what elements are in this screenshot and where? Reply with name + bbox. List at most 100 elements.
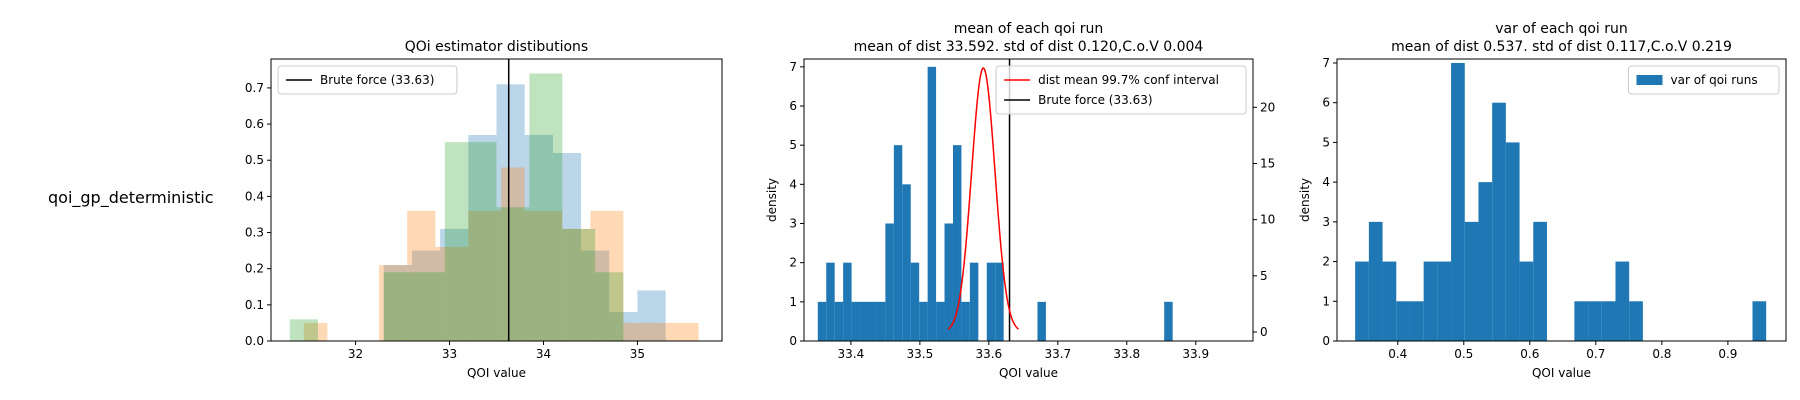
- chart-subtitle: mean of dist 33.592. std of dist 0.120,C…: [854, 39, 1204, 55]
- y-tick-label: 0: [789, 334, 797, 348]
- legend-box: [1628, 65, 1780, 95]
- x-axis-label: QOI value: [1532, 366, 1591, 380]
- histogram-bar: [529, 73, 563, 341]
- histogram-bar: [595, 272, 624, 341]
- y-tick-label: 0.1: [245, 298, 264, 312]
- legend-box: [277, 65, 458, 95]
- y-tick-label: 1: [789, 295, 797, 309]
- histogram-bar: [986, 262, 996, 341]
- y-tick-label: 0.5: [245, 153, 264, 167]
- histogram-bar: [1752, 301, 1767, 341]
- histogram-bar: [562, 228, 591, 341]
- histogram-bar: [379, 265, 408, 341]
- x-tick-label: 0.4: [1388, 347, 1407, 361]
- histogram-bar: [407, 210, 436, 341]
- histogram-bar: [893, 145, 903, 341]
- histogram-bar: [851, 301, 861, 341]
- legend-label: Brute force (33.63): [1038, 93, 1152, 107]
- histogram-bar: [468, 210, 502, 341]
- histogram-bar: [501, 167, 525, 341]
- y-axis-label: density: [765, 178, 779, 222]
- y-tick-label: 6: [1322, 96, 1330, 110]
- histogram-bar: [637, 290, 666, 341]
- histogram-bar: [817, 301, 827, 341]
- y2-tick-label: 15: [1260, 156, 1275, 170]
- x-tick-label: 35: [630, 347, 645, 361]
- histogram-bar: [524, 134, 553, 341]
- histogram-bar: [1037, 301, 1046, 341]
- y2-tick-label: 10: [1260, 213, 1275, 227]
- histogram-bar: [1505, 142, 1520, 341]
- x-axis-label: QOI value: [467, 366, 526, 380]
- histogram-bar: [1519, 261, 1534, 341]
- histogram-bar: [444, 142, 469, 341]
- x-tick-label: 34: [536, 347, 551, 361]
- x-tick-label: 33.6: [975, 347, 1002, 361]
- y-tick-label: 1: [1322, 294, 1330, 308]
- y-tick-label: 0.6: [245, 117, 264, 131]
- histogram-bar: [1574, 301, 1589, 341]
- histogram-bar: [496, 207, 530, 341]
- y-tick-label: 3: [1322, 215, 1330, 229]
- histogram-bar: [843, 262, 852, 341]
- chart-subtitle: mean of dist 0.537. std of dist 0.117,C.…: [1391, 39, 1732, 55]
- histogram-bar: [952, 145, 962, 341]
- histogram-bar: [1588, 301, 1602, 341]
- histogram-bar: [562, 228, 596, 341]
- x-tick-label: 0.9: [1718, 347, 1737, 361]
- histogram-bar: [468, 142, 497, 341]
- histogram-bar: [383, 265, 412, 341]
- histogram-bar: [995, 262, 1004, 341]
- histogram-bar: [961, 301, 970, 341]
- x-tick-label: 33: [442, 347, 457, 361]
- histogram-bar: [868, 301, 877, 341]
- y-axis-label: density: [1298, 178, 1312, 222]
- legend-box: [995, 65, 1247, 115]
- histogram-bar: [1492, 102, 1506, 341]
- histogram-bar: [910, 262, 920, 341]
- x-tick-label: 0.5: [1454, 347, 1473, 361]
- histogram-bar: [902, 184, 911, 341]
- y2-tick-label: 0: [1260, 325, 1268, 339]
- x-tick-label: 33.7: [1044, 347, 1071, 361]
- histogram-bar: [1423, 261, 1438, 341]
- histogram-bar: [919, 301, 928, 341]
- x-tick-label: 0.6: [1520, 347, 1539, 361]
- axes-frame: [803, 58, 1254, 342]
- histogram-bar: [411, 250, 441, 341]
- histogram-bar: [524, 210, 563, 341]
- histogram-bar: [1409, 301, 1424, 341]
- histogram-bar: [590, 210, 624, 341]
- histogram-bar: [660, 322, 699, 341]
- x-axis-label: QOI value: [999, 366, 1058, 380]
- histogram-bar: [440, 228, 469, 341]
- histogram-bar: [1615, 261, 1630, 341]
- histogram-bar: [1355, 261, 1369, 341]
- y-tick-label: 2: [1322, 255, 1330, 269]
- histogram-bar: [1368, 221, 1383, 341]
- histogram-bar: [383, 272, 445, 341]
- histogram-bar: [826, 262, 835, 341]
- x-tick-label: 0.7: [1586, 347, 1605, 361]
- histogram-bar: [435, 247, 469, 341]
- histogram-bar: [927, 66, 937, 341]
- chart-title: QOi estimator distibutions: [405, 39, 588, 55]
- y-tick-label: 0.3: [245, 226, 264, 240]
- histogram-bar: [468, 134, 497, 341]
- histogram-bar: [1451, 62, 1465, 341]
- histogram-bar: [303, 322, 328, 341]
- legend-label: Brute force (33.63): [320, 73, 434, 87]
- y2-tick-label: 20: [1260, 100, 1275, 114]
- x-tick-label: 32: [348, 347, 363, 361]
- histogram-bar: [496, 84, 525, 342]
- histogram-bar: [1629, 301, 1643, 341]
- legend-swatch: [1636, 75, 1663, 85]
- histogram-bar: [936, 301, 945, 341]
- histogram-bar: [969, 262, 979, 341]
- y-tick-label: 5: [1322, 135, 1330, 149]
- histogram-bar: [1164, 301, 1173, 341]
- y-tick-label: 2: [789, 256, 797, 270]
- x-tick-label: 33.4: [838, 347, 865, 361]
- histogram-bar: [885, 223, 894, 341]
